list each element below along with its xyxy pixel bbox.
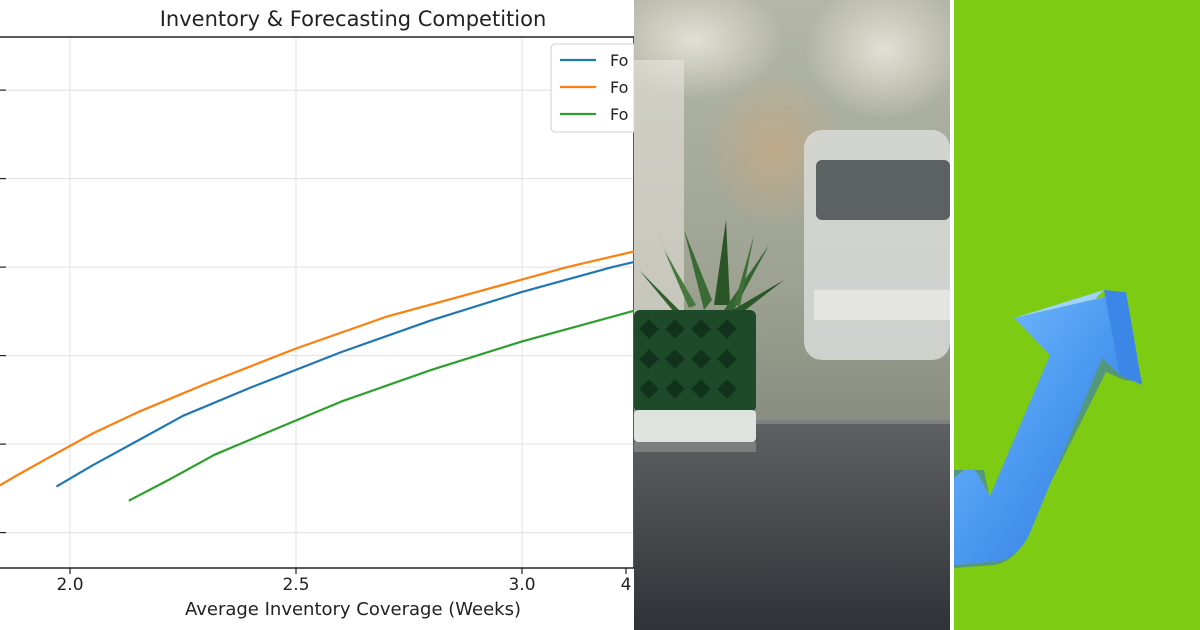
x-axis-label: Average Inventory Coverage (Weeks) bbox=[185, 599, 521, 620]
legend-label-2: Fo bbox=[610, 78, 628, 97]
chart-panel: 2.02.53.03.54.04 Inventory & Forecasting… bbox=[0, 7, 634, 620]
line-chart: 2.02.53.03.54.04 Inventory & Forecasting… bbox=[0, 7, 634, 620]
chart-title: Inventory & Forecasting Competition bbox=[160, 7, 547, 31]
series-group bbox=[0, 250, 634, 502]
legend-label-3: Fo bbox=[610, 105, 628, 124]
plot-frame bbox=[0, 36, 634, 569]
grid bbox=[0, 37, 634, 568]
panel-divider bbox=[950, 0, 954, 630]
series-line-2 bbox=[0, 250, 634, 487]
growth-arrow-image bbox=[954, 0, 1200, 630]
x-tick-labels: 2.02.53.03.54.04 bbox=[56, 568, 632, 595]
legend: Fo Fo Fo bbox=[550, 43, 634, 133]
series-line-3 bbox=[128, 309, 634, 502]
series-line-1 bbox=[55, 260, 634, 488]
x-tick-label: 4 bbox=[621, 575, 632, 595]
x-tick-label: 2.5 bbox=[282, 575, 309, 595]
table bbox=[634, 420, 950, 630]
succulent-plant bbox=[639, 220, 784, 315]
plant-photo-illustration bbox=[634, 0, 950, 630]
up-arrow-icon bbox=[954, 290, 1142, 568]
x-tick-label: 3.0 bbox=[508, 575, 535, 595]
x-tick-label: 2.0 bbox=[56, 575, 83, 595]
plant-photo bbox=[634, 0, 950, 630]
legend-label-1: Fo bbox=[610, 51, 628, 70]
